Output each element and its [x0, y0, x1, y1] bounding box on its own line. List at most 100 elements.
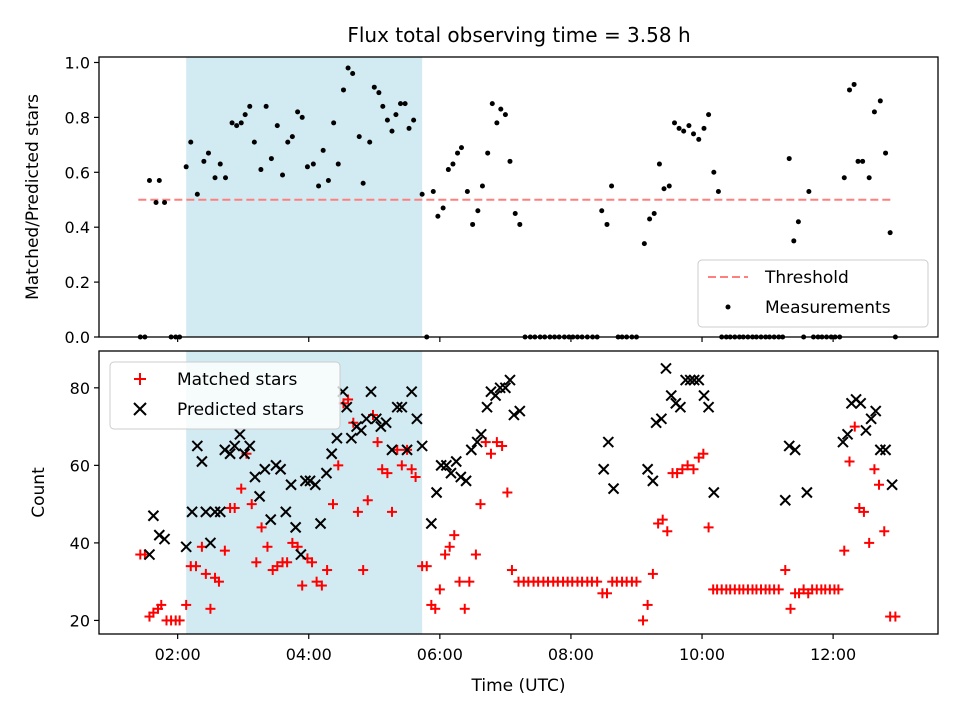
predicted-star-point: [228, 440, 241, 452]
measurement-point: [402, 101, 408, 107]
predicted-star-point: [259, 463, 271, 475]
predicted-star-point: [860, 424, 872, 437]
predicted-star-point: [679, 374, 692, 386]
matched-star-point: [440, 549, 451, 560]
matched-star-point: [485, 448, 496, 459]
measurement-point: [672, 120, 678, 126]
matched-star-point: [372, 437, 383, 448]
top-y-tick-label: 1.0: [65, 53, 90, 72]
matched-star-point: [174, 615, 185, 626]
measurement-point: [517, 221, 523, 227]
predicted-star-point: [886, 479, 898, 491]
measurement-point: [367, 139, 373, 145]
matched-star-point: [333, 460, 344, 471]
measurement-point: [599, 208, 605, 214]
matched-star-point: [833, 584, 844, 595]
measurement-point: [686, 123, 692, 129]
measurement-point: [360, 180, 366, 186]
predicted-star-point: [325, 448, 338, 460]
predicted-star-point: [396, 401, 408, 413]
predicted-star-point: [870, 405, 882, 417]
measurement-point: [356, 134, 362, 140]
measurement-point: [841, 175, 847, 181]
matched-star-point: [688, 464, 699, 475]
top-legend: Threshold Measurements: [697, 259, 929, 328]
matched-star-point: [410, 471, 421, 482]
measurement-point: [701, 125, 707, 131]
matched-star-point: [430, 603, 441, 614]
measurement-point: [289, 134, 295, 140]
measurement-point: [325, 178, 331, 184]
matched-star-point: [497, 440, 508, 451]
predicted-star-point: [425, 517, 438, 530]
measurement-point: [238, 120, 244, 126]
predicted-star-point: [416, 440, 428, 452]
predicted-star-point: [320, 467, 333, 479]
measurement-point: [647, 216, 653, 222]
predicted-star-point: [309, 479, 322, 491]
measurement-point: [604, 221, 610, 227]
top-legend-box: [697, 259, 929, 328]
bottom-y-axis-label: Count: [29, 467, 49, 518]
measurement-point: [661, 186, 667, 192]
legend-matched-swatch: [134, 373, 146, 385]
measurement-point: [666, 183, 672, 189]
measurement-point: [345, 65, 351, 71]
matched-star-point: [362, 495, 373, 506]
measurement-point: [715, 189, 721, 195]
x-tick-label: 06:00: [417, 645, 463, 664]
measurement-point: [883, 150, 889, 156]
matched-star-point: [311, 576, 322, 587]
predicted-star-point: [331, 432, 343, 444]
predicted-star-point: [841, 428, 854, 441]
predicted-star-point: [238, 448, 251, 460]
predicted-star-point: [879, 444, 892, 456]
predicted-star-point: [391, 401, 403, 413]
measurement-point: [285, 139, 291, 145]
measurement-point: [398, 101, 404, 107]
predicted-star-point: [460, 475, 472, 487]
measurement-point: [299, 114, 305, 120]
matched-star-point: [454, 576, 465, 587]
measurement-point: [786, 156, 792, 162]
measurement-point: [162, 199, 168, 205]
measurement-point: [479, 183, 485, 189]
predicted-star-point: [674, 401, 687, 413]
predicted-star-point: [514, 405, 526, 417]
matched-star-point: [506, 565, 517, 576]
measurement-point: [651, 210, 657, 216]
predicted-star-point: [143, 548, 156, 561]
matched-star-point: [470, 549, 481, 560]
bottom-x-ticks: 02:00 04:00 06:00 08:00 10:00 12:00: [155, 634, 856, 664]
predicted-star-point: [386, 444, 398, 456]
predicted-star-point: [341, 401, 353, 413]
matched-star-point: [287, 537, 298, 548]
measurement-point: [340, 87, 346, 93]
matched-star-point: [236, 483, 247, 494]
bottom-y-ticks: 20 40 60 80: [70, 379, 99, 630]
matched-star-point: [191, 561, 202, 572]
matched-star-point: [205, 603, 216, 614]
measurement-point: [263, 103, 269, 109]
matched-star-point: [890, 611, 901, 622]
matched-star-point: [464, 576, 475, 587]
predicted-star-point: [345, 432, 358, 444]
x-tick-label: 02:00: [155, 645, 201, 664]
matched-star-point: [491, 437, 502, 448]
measurement-point: [696, 136, 702, 142]
predicted-star-point: [465, 444, 478, 456]
matched-star-point: [449, 530, 460, 541]
bottom-legend-box: [109, 361, 341, 430]
matched-star-point: [358, 565, 369, 576]
matched-star-point: [638, 615, 649, 626]
predicted-star-point: [253, 490, 266, 503]
predicted-star-point: [244, 440, 256, 452]
measurement-point: [711, 169, 717, 175]
predicted-star-point: [508, 409, 520, 421]
matched-star-point: [773, 584, 784, 595]
predicted-star-point: [405, 385, 418, 398]
predicted-star-point: [186, 506, 198, 518]
matched-star-point: [434, 584, 445, 595]
predicted-star-point: [481, 401, 493, 413]
